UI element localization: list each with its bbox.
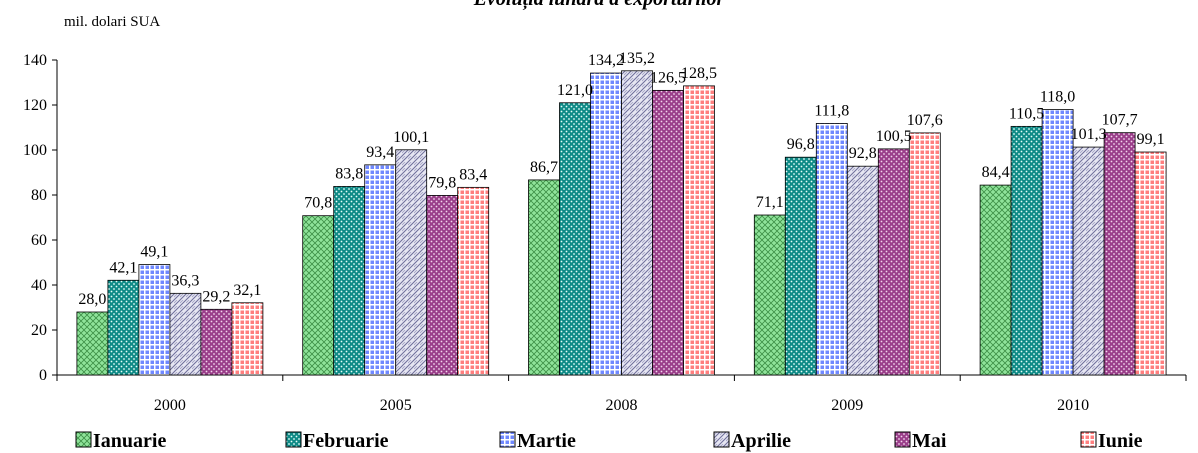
legend-swatch <box>499 431 516 448</box>
bar <box>364 164 397 376</box>
y-tick-label: 80 <box>31 187 47 204</box>
x-category-label: 2009 <box>831 397 863 414</box>
bar <box>457 186 490 376</box>
data-label: 79,8 <box>428 174 456 191</box>
bar <box>621 70 653 376</box>
legend-swatch <box>713 431 730 448</box>
bar <box>333 186 366 376</box>
bar <box>683 85 715 376</box>
bar <box>107 279 140 376</box>
data-label: 99,1 <box>1137 131 1165 148</box>
data-label: 101,3 <box>1071 126 1107 143</box>
legend-label: Martie <box>517 430 576 452</box>
data-label: 96,8 <box>787 136 815 153</box>
y-tick-label: 60 <box>31 232 47 249</box>
legend-label: Mai <box>912 430 947 452</box>
data-label: 83,4 <box>459 166 487 183</box>
bar <box>979 184 1012 376</box>
data-label: 93,4 <box>366 144 394 161</box>
axes: 0 20 40 60 80 100 120 140 2000 2005 2008 2009 2010 <box>23 52 1187 414</box>
y-tick-label: 20 <box>31 322 47 339</box>
legend-label: Ianuarie <box>93 430 166 452</box>
data-label: 42,1 <box>109 259 137 276</box>
legend-label: Aprilie <box>731 430 791 452</box>
y-tick-label: 140 <box>23 52 47 69</box>
y-axis-unit-label: mil. dolari SUA <box>64 14 160 30</box>
data-label: 107,6 <box>907 112 943 129</box>
legend-swatch <box>285 431 302 448</box>
data-label: 126,5 <box>650 69 686 86</box>
bar <box>590 72 622 376</box>
data-label: 86,7 <box>530 159 558 176</box>
data-label: 83,8 <box>335 165 363 182</box>
bar <box>169 292 202 376</box>
bar <box>1134 151 1167 376</box>
data-label: 70,8 <box>304 195 332 212</box>
bar <box>76 311 109 376</box>
y-tick-label: 100 <box>23 142 47 159</box>
chart-title: Evoluția lunară a exporturilor <box>473 0 725 11</box>
bar <box>1072 146 1105 376</box>
x-category-label: 2008 <box>606 397 638 414</box>
legend-label: Iunie <box>1098 430 1143 452</box>
data-label: 134,2 <box>588 52 624 69</box>
bar <box>302 215 335 376</box>
data-label: 135,2 <box>619 50 655 67</box>
legend-label: Februarie <box>303 430 389 452</box>
bars-group <box>76 70 1167 376</box>
bar <box>426 195 459 376</box>
bar <box>559 102 591 376</box>
data-label: 36,3 <box>171 272 199 289</box>
bar <box>395 149 428 376</box>
data-label: 110,5 <box>1009 105 1044 122</box>
bar <box>815 123 848 376</box>
bar <box>908 132 941 376</box>
bar <box>877 148 910 376</box>
data-label: 118,0 <box>1040 89 1075 106</box>
bar <box>652 89 684 376</box>
data-label: 121,0 <box>557 82 593 99</box>
legend: Ianuarie Februarie Martie Aprilie Mai Iunie <box>75 430 1143 452</box>
bar <box>1010 125 1043 376</box>
legend-swatch <box>1080 431 1097 448</box>
y-tick-label: 120 <box>23 97 47 114</box>
data-label: 49,1 <box>140 244 168 261</box>
data-label: 92,8 <box>849 145 877 162</box>
data-label: 111,8 <box>814 102 849 119</box>
legend-swatch <box>75 431 92 448</box>
data-label: 71,1 <box>756 194 784 211</box>
data-label: 100,1 <box>393 129 429 146</box>
data-label: 100,5 <box>876 128 912 145</box>
bar <box>231 302 264 376</box>
y-tick-label: 40 <box>31 277 47 294</box>
data-label: 29,2 <box>202 288 230 305</box>
x-category-label: 2005 <box>380 397 412 414</box>
data-label: 84,4 <box>982 164 1010 181</box>
y-tick-label: 0 <box>39 367 47 384</box>
bar <box>846 165 879 376</box>
bar <box>1041 109 1074 376</box>
bar <box>200 308 233 376</box>
x-category-label: 2000 <box>154 397 186 414</box>
data-label: 32,1 <box>233 282 261 299</box>
bar <box>138 264 171 376</box>
bar <box>753 214 786 376</box>
legend-swatch <box>894 431 911 448</box>
bar <box>528 179 560 376</box>
data-label: 107,7 <box>1102 112 1138 129</box>
x-category-label: 2010 <box>1057 397 1089 414</box>
data-label: 28,0 <box>78 291 106 308</box>
data-labels-group: 28,042,149,136,329,2 32,170,883,893,4100,… <box>78 50 1164 308</box>
bar <box>784 156 817 376</box>
data-label: 128,5 <box>681 65 717 82</box>
bar <box>1103 132 1136 376</box>
